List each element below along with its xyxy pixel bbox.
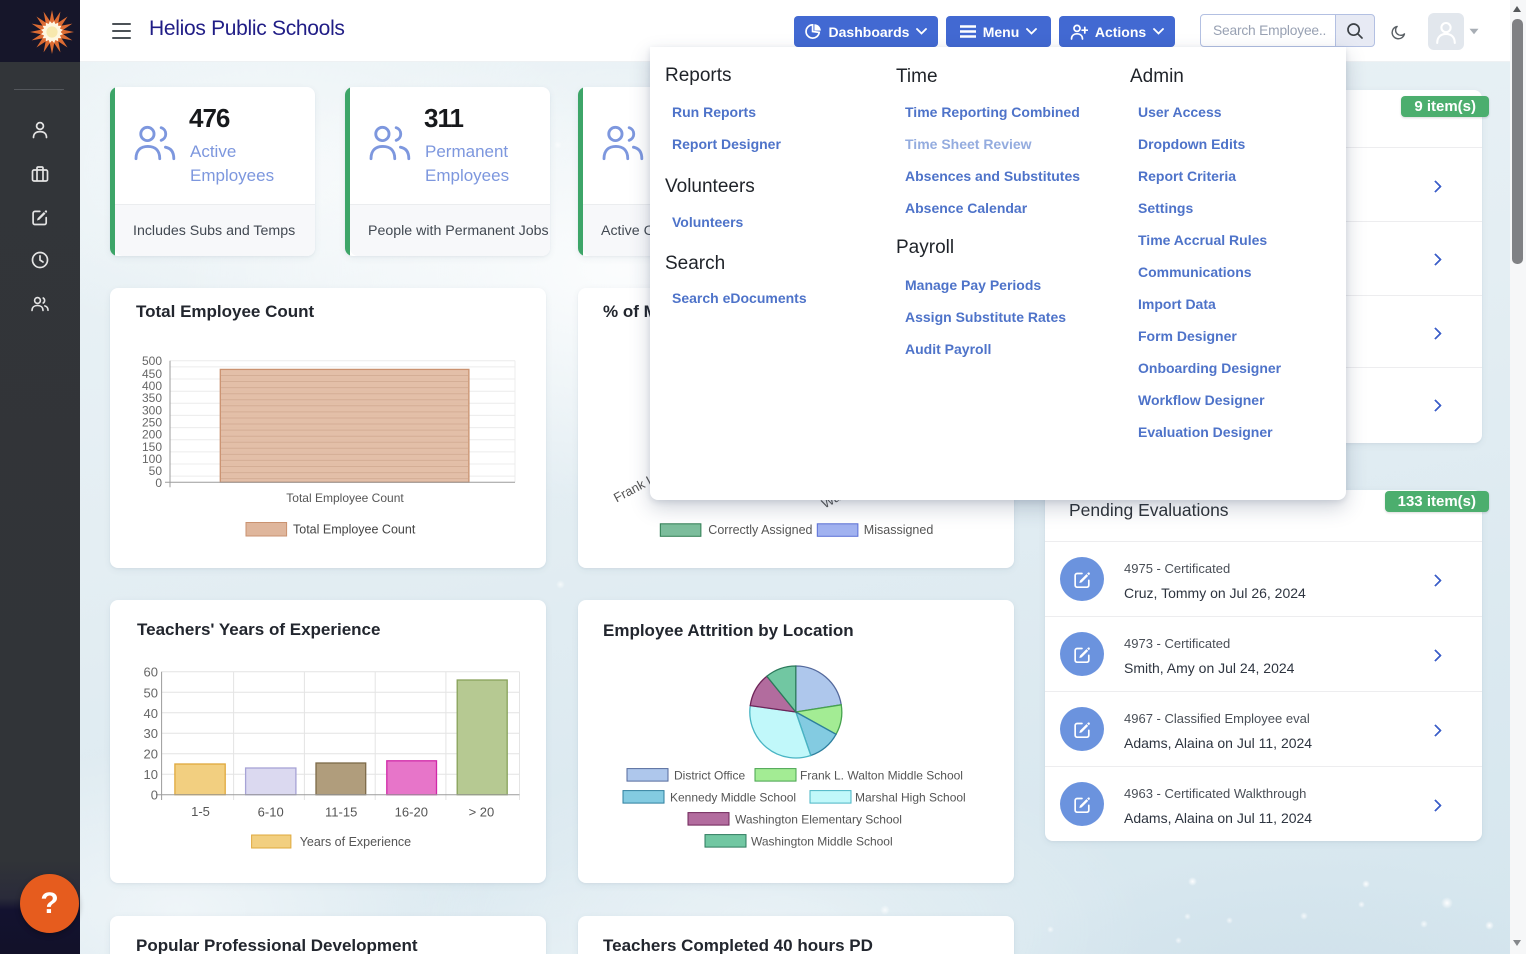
svg-text:Total Employee Count: Total Employee Count bbox=[293, 523, 416, 537]
svg-text:150: 150 bbox=[142, 440, 162, 454]
svg-text:Frank L. Walton Middle School: Frank L. Walton Middle School bbox=[800, 769, 963, 783]
svg-text:District Office: District Office bbox=[674, 769, 745, 783]
svg-text:Misassigned: Misassigned bbox=[864, 523, 934, 537]
svg-text:200: 200 bbox=[142, 428, 162, 442]
svg-text:30: 30 bbox=[144, 726, 158, 741]
svg-text:50: 50 bbox=[149, 464, 163, 478]
svg-text:0: 0 bbox=[155, 476, 162, 490]
svg-text:Correctly Assigned: Correctly Assigned bbox=[708, 523, 812, 537]
svg-text:Washington Middle School: Washington Middle School bbox=[751, 835, 893, 849]
svg-text:Washington Elementary School: Washington Elementary School bbox=[735, 813, 902, 827]
svg-text:100: 100 bbox=[142, 452, 162, 466]
svg-text:350: 350 bbox=[142, 391, 162, 405]
svg-text:Marshal High School: Marshal High School bbox=[855, 791, 966, 805]
svg-text:10: 10 bbox=[144, 767, 158, 782]
svg-text:16-20: 16-20 bbox=[395, 805, 428, 820]
svg-text:400: 400 bbox=[142, 379, 162, 393]
svg-text:50: 50 bbox=[144, 685, 158, 700]
svg-text:> 20: > 20 bbox=[469, 805, 495, 820]
svg-text:60: 60 bbox=[144, 664, 158, 679]
svg-text:250: 250 bbox=[142, 416, 162, 430]
svg-text:11-15: 11-15 bbox=[325, 805, 357, 820]
svg-text:Years of Experience: Years of Experience bbox=[300, 835, 411, 849]
svg-text:0: 0 bbox=[151, 788, 158, 803]
svg-text:1-5: 1-5 bbox=[191, 804, 210, 819]
svg-text:500: 500 bbox=[142, 354, 162, 368]
svg-text:450: 450 bbox=[142, 367, 162, 381]
svg-text:Total Employee Count: Total Employee Count bbox=[286, 491, 404, 505]
svg-text:6-10: 6-10 bbox=[258, 805, 284, 820]
svg-text:300: 300 bbox=[142, 403, 162, 417]
svg-text:Kennedy Middle School: Kennedy Middle School bbox=[670, 791, 796, 805]
svg-text:40: 40 bbox=[144, 706, 158, 721]
svg-text:20: 20 bbox=[144, 747, 158, 762]
